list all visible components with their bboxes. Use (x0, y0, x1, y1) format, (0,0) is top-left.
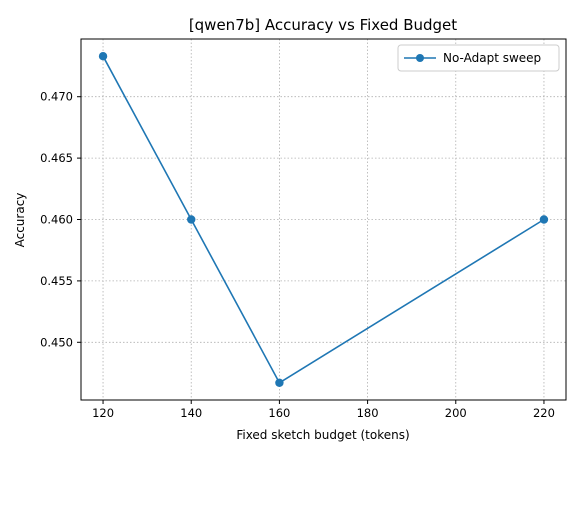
series-layer (98, 51, 549, 388)
y-tick-label: 0.455 (40, 274, 73, 288)
data-point (187, 215, 196, 224)
x-tick-label: 140 (180, 406, 202, 420)
x-tick-label: 220 (533, 406, 555, 420)
x-tick-label: 160 (268, 406, 290, 420)
x-tick-label: 120 (92, 406, 114, 420)
legend-label: No-Adapt sweep (443, 51, 541, 65)
y-axis-ticks: 0.450 0.455 0.460 0.465 0.470 (40, 90, 81, 349)
legend: No-Adapt sweep (397, 44, 560, 72)
chart-title: [qwen7b] Accuracy vs Fixed Budget (189, 16, 457, 34)
legend-marker-swatch (416, 54, 424, 62)
y-tick-label: 0.450 (40, 335, 73, 349)
y-tick-label: 0.465 (40, 151, 73, 165)
series-line (102, 55, 545, 384)
x-axis-label: Fixed sketch budget (tokens) (236, 428, 409, 442)
x-axis-ticks: 120 140 160 180 200 220 (92, 400, 555, 420)
y-tick-label: 0.460 (40, 213, 73, 227)
y-axis-label: Accuracy (13, 193, 27, 248)
y-tick-label: 0.470 (40, 90, 73, 104)
data-point (98, 51, 108, 61)
grid (81, 39, 566, 400)
legend-box (397, 44, 560, 72)
x-tick-label: 200 (445, 406, 467, 420)
data-point (275, 378, 284, 388)
x-tick-label: 180 (357, 406, 379, 420)
data-point (539, 215, 549, 224)
